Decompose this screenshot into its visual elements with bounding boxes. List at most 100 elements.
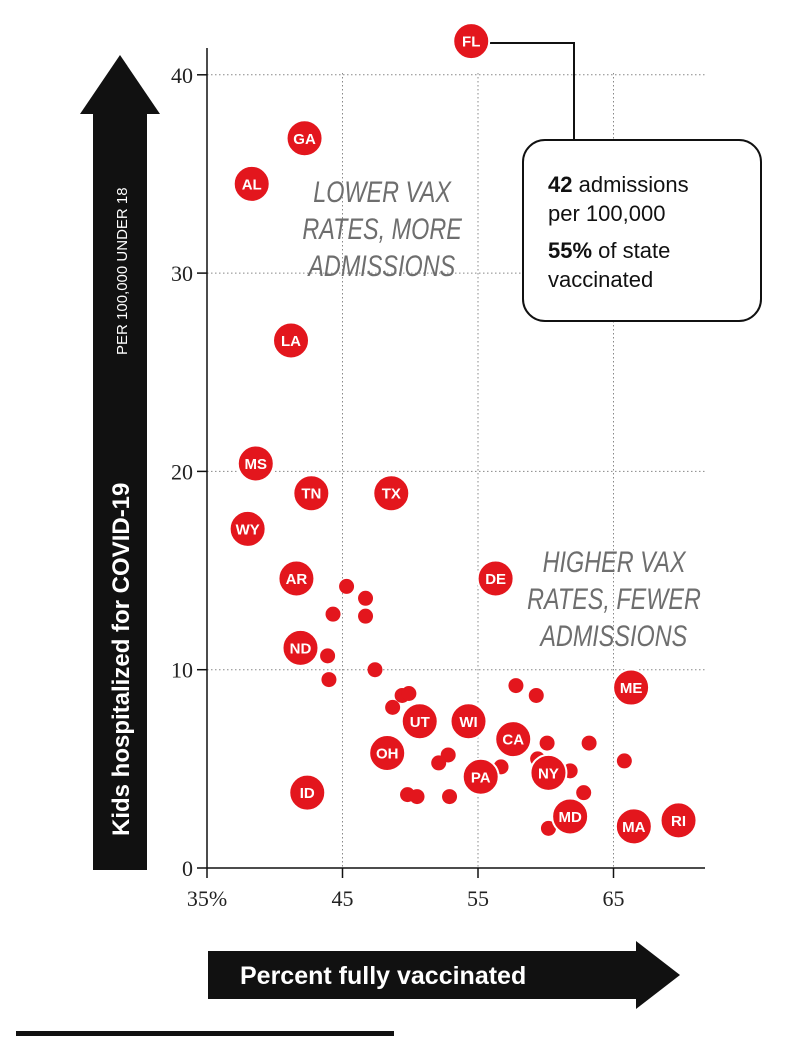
data-point (508, 678, 524, 694)
annotation-line: RATES, FEWER (527, 582, 701, 615)
annotation-line: HIGHER VAX (543, 545, 687, 578)
state-marker-circle (476, 559, 515, 598)
callout-leader-line (488, 42, 575, 140)
state-marker-label: ME (620, 680, 643, 697)
state-marker-ca: CA (494, 720, 533, 759)
axes (197, 48, 705, 878)
callout-line-4: vaccinated (548, 267, 653, 292)
state-marker-label: UT (410, 714, 430, 731)
state-marker-circle (614, 807, 653, 846)
state-marker-al: AL (232, 164, 271, 203)
state-marker-circle (285, 119, 324, 158)
y-tick-label: 20 (171, 459, 193, 484)
state-marker-circle (449, 702, 488, 741)
data-point (367, 662, 383, 678)
state-marker-circle (461, 757, 500, 796)
data-point (528, 687, 544, 703)
state-marker-label: AL (242, 176, 262, 193)
data-point (358, 608, 374, 624)
state-marker-wy: WY (228, 509, 267, 548)
data-point (431, 755, 447, 771)
state-marker-id: ID (288, 773, 327, 812)
y-tick-label: 10 (171, 658, 193, 683)
state-marker-circle (292, 474, 331, 513)
state-marker-circle (277, 559, 316, 598)
state-marker-ma: MA (614, 807, 653, 846)
annotation-line: RATES, MORE (302, 212, 462, 245)
state-marker-wi: WI (449, 702, 488, 741)
state-marker-label: FL (462, 34, 480, 51)
callout-box (522, 139, 762, 322)
state-marker-label: LA (281, 333, 301, 350)
x-tick-label: 65 (603, 886, 625, 911)
callout: 42 admissions per 100,000 55% of state v… (488, 42, 762, 322)
state-marker-label: TX (382, 486, 401, 503)
x-tick-label: 35% (187, 886, 227, 911)
state-marker-circle (288, 773, 327, 812)
data-point (339, 578, 355, 594)
state-marker-ny: NY (529, 753, 568, 792)
state-marker-label: WY (236, 521, 260, 538)
state-marker-label: WI (459, 714, 477, 731)
data-point (409, 789, 425, 805)
footer-rule (16, 1031, 394, 1036)
data-point (616, 753, 632, 769)
state-marker-label: GA (293, 131, 316, 148)
state-markers: FL GA AL LA MS TN TX WY AR DE ND ME UT WI CA OH NY PA ID MD… (228, 22, 698, 846)
annotation-line: ADMISSIONS (539, 619, 688, 652)
callout-line-3: 55% of state (548, 238, 670, 263)
callout-line-1: 42 admissions (548, 172, 689, 197)
state-marker-fl: FL (452, 22, 491, 61)
state-marker-la: LA (272, 321, 311, 360)
state-marker-tx: TX (372, 474, 411, 513)
state-marker-label: AR (286, 571, 308, 588)
x-axis-label: Percent fully vaccinated (240, 962, 526, 990)
data-point (358, 590, 374, 606)
state-marker-circle (452, 22, 491, 61)
data-point (385, 699, 401, 715)
state-marker-pa: PA (461, 757, 500, 796)
annotation-line: LOWER VAX (313, 175, 452, 208)
grid-lines (207, 73, 705, 868)
state-marker-circle (612, 668, 651, 707)
state-marker-circle (529, 753, 568, 792)
state-marker-ar: AR (277, 559, 316, 598)
x-axis-arrowhead (636, 941, 680, 1009)
y-axis-label: Kids hospitalized for COVID-19 (108, 483, 135, 836)
state-marker-circle (494, 720, 533, 759)
state-marker-label: ID (300, 785, 315, 802)
state-marker-circle (281, 628, 320, 667)
y-tick-label: 0 (182, 856, 193, 881)
data-point (321, 672, 337, 688)
state-marker-label: DE (485, 571, 506, 588)
data-point (576, 785, 592, 801)
state-marker-label: TN (301, 486, 321, 503)
y-tick-label: 30 (171, 261, 193, 286)
state-marker-nd: ND (281, 628, 320, 667)
state-marker-circle (228, 509, 267, 548)
data-point (540, 820, 556, 836)
state-marker-circle (236, 444, 275, 483)
state-marker-label: MS (245, 456, 268, 473)
y-axis-arrowhead (80, 55, 160, 114)
x-tick-label: 45 (332, 886, 354, 911)
data-point (442, 789, 458, 805)
state-marker-label: CA (502, 732, 524, 749)
x-axis-title: Percent fully vaccinated (208, 941, 680, 1009)
y-axis-bar (93, 112, 147, 870)
y-axis-title: Kids hospitalized for COVID-19 PER 100,0… (80, 55, 160, 870)
state-marker-ms: MS (236, 444, 275, 483)
x-axis-bar (208, 951, 640, 999)
annotation-higher-vax: HIGHER VAX RATES, FEWER ADMISSIONS (527, 545, 701, 652)
state-marker-label: ND (290, 640, 312, 657)
y-tick-label: 40 (171, 63, 193, 88)
y-axis-sublabel: PER 100,000 UNDER 18 (114, 187, 131, 355)
state-marker-ri: RI (659, 801, 698, 840)
state-marker-label: MA (622, 819, 645, 836)
state-marker-label: RI (671, 813, 686, 830)
state-marker-label: PA (471, 769, 491, 786)
tick-labels: 0 10 20 30 40 35% 45 55 65 (171, 63, 625, 911)
state-marker-label: MD (558, 809, 581, 826)
state-marker-label: NY (538, 765, 559, 782)
